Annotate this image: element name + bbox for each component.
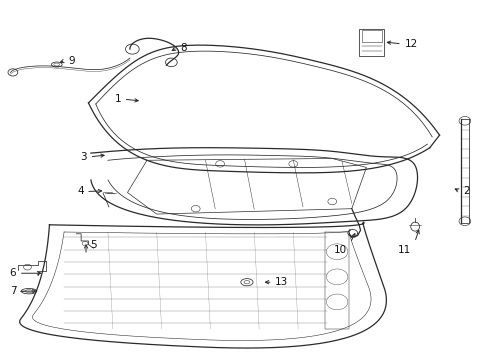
Text: 1: 1 xyxy=(114,94,121,104)
Text: 2: 2 xyxy=(462,186,468,196)
Text: 5: 5 xyxy=(90,240,96,250)
Text: 3: 3 xyxy=(80,152,87,162)
Text: 7: 7 xyxy=(10,286,16,296)
Text: 12: 12 xyxy=(404,39,417,49)
Text: 6: 6 xyxy=(10,268,16,278)
Text: 10: 10 xyxy=(333,245,346,255)
Text: 11: 11 xyxy=(397,244,410,255)
Text: 8: 8 xyxy=(180,43,186,53)
Text: 13: 13 xyxy=(275,277,288,287)
Text: 4: 4 xyxy=(77,186,83,197)
Text: 9: 9 xyxy=(68,56,75,66)
